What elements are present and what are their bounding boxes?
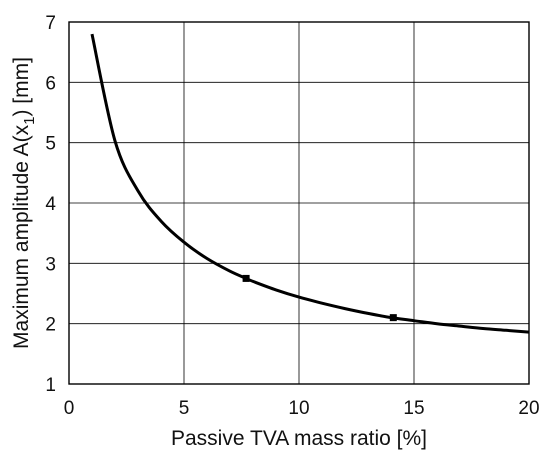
tick-labels: 0 5 10 15 20 1 2 3 4 5 6 7 (45, 13, 539, 419)
y-axis-title-main: Maximum amplitude A(x (10, 124, 33, 349)
x-tick-label: 15 (403, 398, 424, 419)
y-tick-label: 2 (45, 315, 56, 336)
grid-lines (69, 22, 529, 384)
x-tick-label: 20 (518, 398, 539, 419)
y-tick-label: 4 (45, 194, 56, 215)
x-axis-title: Passive TVA mass ratio [%] (171, 427, 427, 450)
y-tick-label: 6 (45, 73, 56, 94)
x-tick-label: 0 (64, 398, 75, 419)
y-tick-label: 7 (45, 13, 56, 34)
data-marker (389, 314, 397, 322)
markers (242, 274, 397, 322)
x-tick-label: 5 (179, 398, 190, 419)
y-tick-label: 1 (45, 375, 56, 396)
y-tick-label: 3 (45, 254, 56, 275)
y-axis-title-tail: ) [mm] (10, 57, 33, 116)
series-curve (90, 33, 530, 334)
plot-frame (68, 21, 530, 385)
y-axis-title: Maximum amplitude A(x1) [mm] (10, 57, 38, 349)
y-tick-label: 5 (45, 134, 56, 155)
data-marker (242, 274, 250, 282)
y-axis-title-subscript: 1 (21, 117, 38, 125)
x-tick-label: 10 (288, 398, 309, 419)
